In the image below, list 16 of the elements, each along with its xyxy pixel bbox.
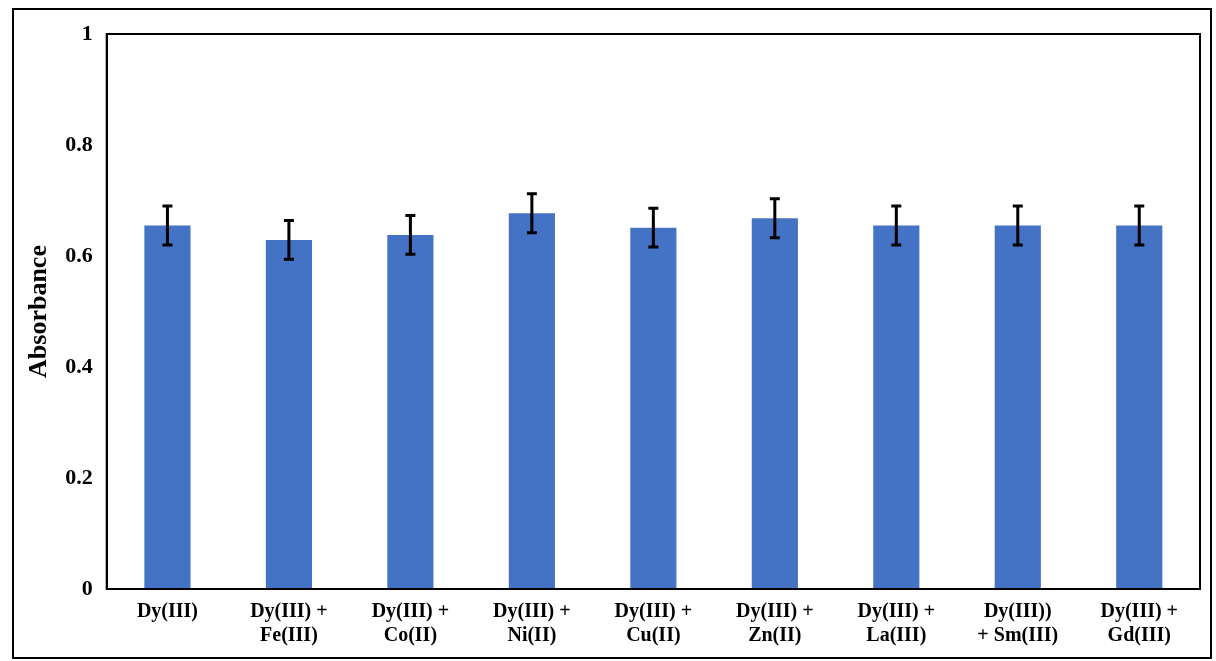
x-tick-label: Dy(III) (136, 599, 198, 623)
y-tick-label: 0 (81, 574, 93, 600)
y-tick-label: 0.6 (65, 241, 93, 267)
y-axis-title: Absorbance (23, 245, 53, 378)
x-tick-label: Dy(III) + La(III) (857, 599, 936, 647)
x-tick-label: Dy(III) + Cu(II) (614, 599, 693, 647)
x-tick-label: Dy(III) + Co(II) (371, 599, 450, 647)
x-tick-label: Dy(III) + Zn(II) (736, 599, 814, 647)
y-tick-label: 0.4 (65, 352, 93, 378)
y-tick-label: 1 (81, 19, 93, 45)
x-tick-label: Dy(III) + Gd(III) (1100, 599, 1179, 647)
x-tick-label: Dy(III) + Ni(II) (493, 599, 571, 647)
x-tick-label: Dy(III)) + Sm(III) (977, 599, 1059, 647)
y-tick-label: 0.8 (65, 130, 93, 156)
x-tick-label: Dy(III) + Fe(III) (250, 599, 328, 647)
y-tick-label: 0.2 (65, 463, 93, 489)
